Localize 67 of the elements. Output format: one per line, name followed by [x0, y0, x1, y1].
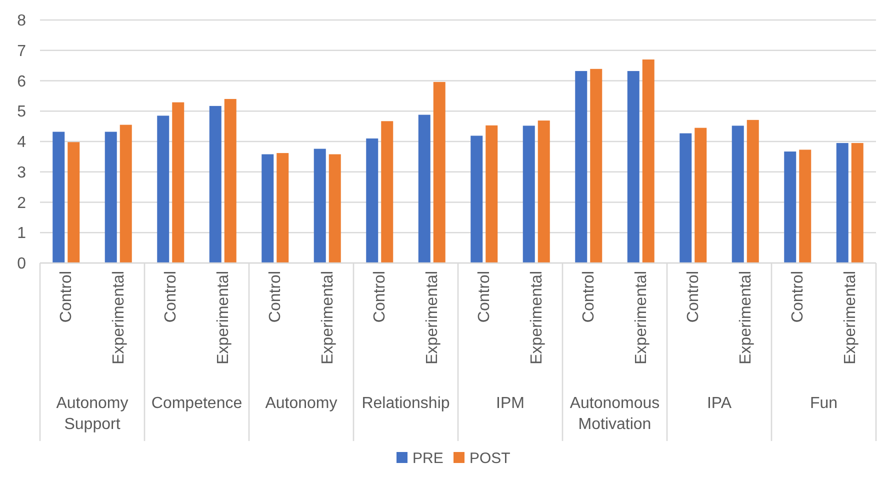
y-tick-label: 6	[17, 73, 26, 90]
x-tick-label: Experimental	[319, 271, 336, 364]
bar	[642, 59, 654, 263]
bar	[522, 126, 535, 263]
y-tick-label: 0	[17, 256, 26, 273]
y-tick-label: 3	[17, 164, 26, 182]
bar	[799, 150, 812, 263]
bar	[314, 148, 326, 263]
x-tick-label: Control	[267, 271, 284, 323]
bar	[836, 143, 848, 263]
x-tick-label: Control	[476, 271, 494, 323]
bar	[486, 125, 498, 263]
text: IPA	[706, 395, 732, 412]
bar	[694, 128, 707, 263]
bar	[209, 106, 222, 263]
y-tick-label: 8	[17, 12, 26, 30]
bar	[381, 121, 394, 263]
bar	[470, 136, 483, 263]
x-tick-label: Experimental	[528, 271, 546, 364]
y-tick-label: 5	[17, 104, 26, 121]
bar	[52, 132, 65, 263]
bar	[627, 71, 640, 263]
text: Fun	[810, 395, 838, 412]
x-tick-label: Experimental	[110, 271, 128, 364]
y-tick-label: 7	[17, 42, 26, 60]
bar	[68, 142, 80, 263]
x-tick-label: Experimental	[842, 271, 859, 364]
bar	[104, 132, 117, 263]
bar	[366, 138, 378, 263]
x-tick-label: Experimental	[214, 271, 232, 364]
bar	[120, 124, 132, 263]
bar	[224, 98, 236, 263]
x-tick-label: Experimental	[424, 271, 441, 364]
x-tick-label: Control	[162, 271, 180, 323]
text: Autonomy	[265, 395, 338, 412]
text: IPM	[496, 395, 524, 412]
text: Autonomy Support	[56, 395, 128, 433]
x-tick-label: Control	[685, 271, 702, 323]
x-tick-label: Experimental	[737, 271, 754, 364]
bar	[851, 143, 864, 263]
bar	[276, 153, 289, 263]
y-tick-label: 1	[17, 225, 26, 242]
bar	[433, 82, 446, 263]
text: Autonomous Motivation	[570, 395, 660, 433]
bar	[328, 154, 341, 263]
bar	[746, 120, 759, 263]
y-tick-label: 2	[17, 194, 26, 212]
bar	[262, 154, 274, 263]
text: Competence	[151, 395, 242, 412]
bar	[732, 126, 744, 263]
bar	[172, 102, 184, 263]
x-tick-label: Experimental	[632, 271, 650, 364]
legend-label: POST	[470, 450, 510, 467]
bar	[538, 120, 550, 263]
bar	[575, 71, 588, 263]
y-tick-label: 4	[17, 134, 26, 152]
x-tick-label: Control	[580, 271, 598, 323]
x-tick-label: Control	[372, 271, 389, 323]
bar	[418, 114, 430, 263]
x-tick-label: Control	[58, 271, 76, 323]
text: Relationship	[362, 395, 450, 412]
bar	[157, 116, 170, 263]
legend-label: PRE	[412, 450, 444, 467]
bar	[784, 152, 796, 263]
x-tick-label: Control	[790, 271, 807, 323]
bar	[590, 68, 602, 263]
bar	[680, 133, 692, 263]
